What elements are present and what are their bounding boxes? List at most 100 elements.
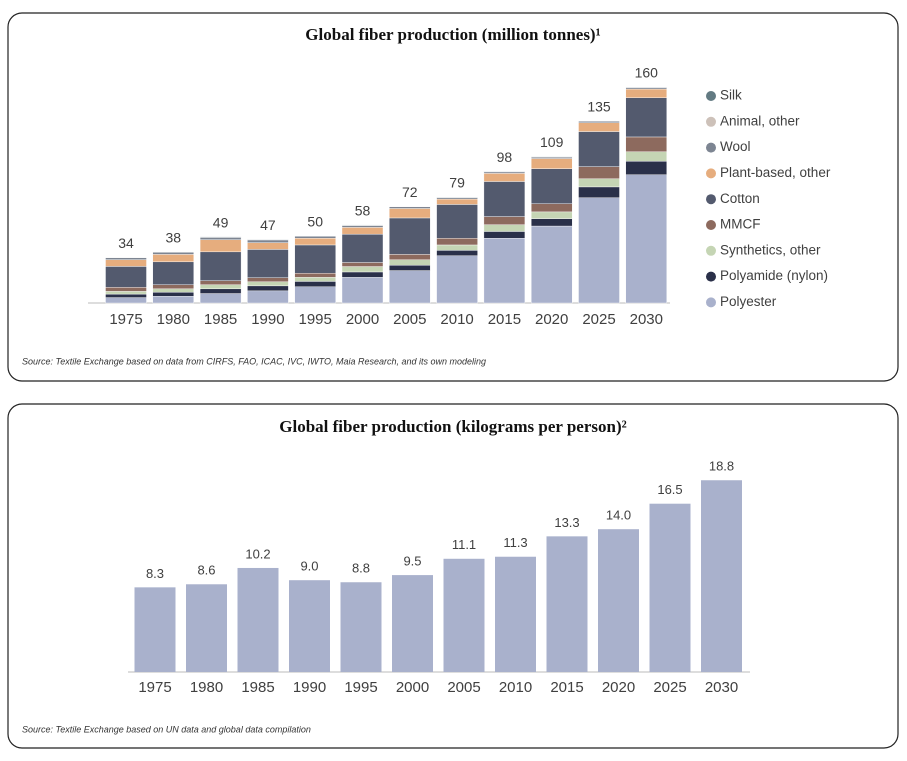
bar-segment bbox=[531, 157, 572, 158]
value-label: 14.0 bbox=[606, 508, 631, 523]
bar bbox=[341, 582, 382, 672]
chart-title: Global fiber production (million tonnes)… bbox=[305, 25, 600, 44]
value-label: 18.8 bbox=[709, 459, 734, 474]
bar bbox=[650, 504, 691, 672]
bar-segment bbox=[200, 289, 241, 294]
bar-segment bbox=[389, 265, 430, 270]
bar-segment bbox=[626, 152, 667, 161]
bar-segment bbox=[106, 266, 147, 287]
bar-segment bbox=[247, 249, 288, 277]
total-label: 34 bbox=[118, 235, 134, 251]
total-label: 49 bbox=[213, 215, 229, 231]
bar bbox=[135, 587, 176, 672]
bar-segment bbox=[389, 260, 430, 265]
legend-marker bbox=[706, 272, 716, 282]
bar-segment bbox=[106, 260, 147, 267]
bar-segment bbox=[342, 277, 383, 303]
bar-segment bbox=[437, 199, 478, 204]
bar-segment bbox=[342, 234, 383, 262]
bar-segment bbox=[626, 98, 667, 137]
bar-segment bbox=[531, 212, 572, 219]
value-label: 9.5 bbox=[403, 554, 421, 569]
bar-segment bbox=[247, 243, 288, 250]
bar-segment bbox=[247, 240, 288, 243]
bar-segment bbox=[437, 198, 478, 199]
x-tick-label: 1990 bbox=[293, 679, 326, 696]
bar-segment bbox=[295, 245, 336, 273]
bar-segment bbox=[106, 287, 147, 291]
value-label: 10.2 bbox=[245, 546, 270, 561]
bar-segment bbox=[579, 179, 620, 187]
bar-segment bbox=[153, 254, 194, 261]
legend-marker bbox=[706, 246, 716, 256]
x-tick-label: 2025 bbox=[653, 679, 686, 696]
x-tick-label: 1995 bbox=[344, 679, 377, 696]
bar-segment bbox=[531, 169, 572, 204]
bar-segment bbox=[200, 240, 241, 252]
bar bbox=[289, 580, 330, 672]
bar-segment bbox=[247, 282, 288, 286]
value-label: 8.6 bbox=[197, 563, 215, 578]
x-tick-label: 1980 bbox=[190, 679, 223, 696]
legend-label: Animal, other bbox=[720, 113, 800, 128]
bar-segment bbox=[484, 231, 525, 238]
x-tick-label: 2020 bbox=[602, 679, 635, 696]
bar-segment bbox=[579, 167, 620, 179]
bar-segment bbox=[437, 204, 478, 238]
x-tick-label: 1975 bbox=[109, 311, 142, 328]
bar-segment bbox=[626, 161, 667, 175]
bar bbox=[392, 575, 433, 672]
bar-segment bbox=[106, 298, 147, 303]
legend-label: Synthetics, other bbox=[720, 242, 821, 257]
value-label: 8.8 bbox=[352, 561, 370, 576]
bar-segment bbox=[295, 238, 336, 245]
legend-label: MMCF bbox=[720, 217, 761, 232]
bar bbox=[186, 584, 227, 672]
bar-segment bbox=[484, 172, 525, 173]
x-tick-label: 1985 bbox=[204, 311, 237, 328]
total-label: 135 bbox=[587, 98, 611, 114]
bar-segment bbox=[579, 121, 620, 122]
legend-marker bbox=[706, 91, 716, 101]
value-label: 11.1 bbox=[452, 537, 476, 552]
x-tick-label: 2030 bbox=[630, 311, 663, 328]
x-tick-label: 2015 bbox=[550, 679, 583, 696]
bar-segment bbox=[247, 286, 288, 291]
bar-segment bbox=[389, 207, 430, 209]
bar-segment bbox=[579, 198, 620, 303]
value-label: 16.5 bbox=[657, 482, 682, 497]
x-tick-label: 2000 bbox=[396, 679, 429, 696]
bar-segment bbox=[389, 209, 430, 218]
bar-segment bbox=[106, 258, 147, 260]
bar-segment bbox=[200, 294, 241, 303]
bar-segment bbox=[437, 245, 478, 250]
bar-segment bbox=[200, 252, 241, 281]
x-tick-label: 1975 bbox=[138, 679, 171, 696]
bar-segment bbox=[389, 271, 430, 303]
bar-segment bbox=[626, 89, 667, 98]
total-label: 79 bbox=[449, 175, 465, 191]
source-note: Source: Textile Exchange based on UN dat… bbox=[22, 724, 311, 734]
bar-segment bbox=[484, 225, 525, 232]
total-label: 109 bbox=[540, 134, 564, 150]
bar-segment bbox=[437, 238, 478, 245]
legend-marker bbox=[706, 220, 716, 230]
bar-segment bbox=[200, 281, 241, 285]
total-label: 98 bbox=[497, 149, 513, 165]
bar-segment bbox=[531, 219, 572, 226]
bar-segment bbox=[200, 285, 241, 289]
value-label: 11.3 bbox=[503, 535, 527, 550]
x-tick-label: 1980 bbox=[157, 311, 190, 328]
bar-segment bbox=[342, 272, 383, 277]
legend-label: Plant-based, other bbox=[720, 165, 831, 180]
bar-segment bbox=[626, 137, 667, 152]
x-tick-label: 2005 bbox=[393, 311, 426, 328]
bar-segment bbox=[342, 267, 383, 272]
value-label: 8.3 bbox=[146, 566, 164, 581]
bar-segment bbox=[295, 236, 336, 238]
bar-segment bbox=[295, 281, 336, 286]
bar-segment bbox=[437, 250, 478, 255]
bar-segment bbox=[295, 273, 336, 277]
bar-segment bbox=[484, 182, 525, 217]
value-label: 9.0 bbox=[300, 559, 318, 574]
